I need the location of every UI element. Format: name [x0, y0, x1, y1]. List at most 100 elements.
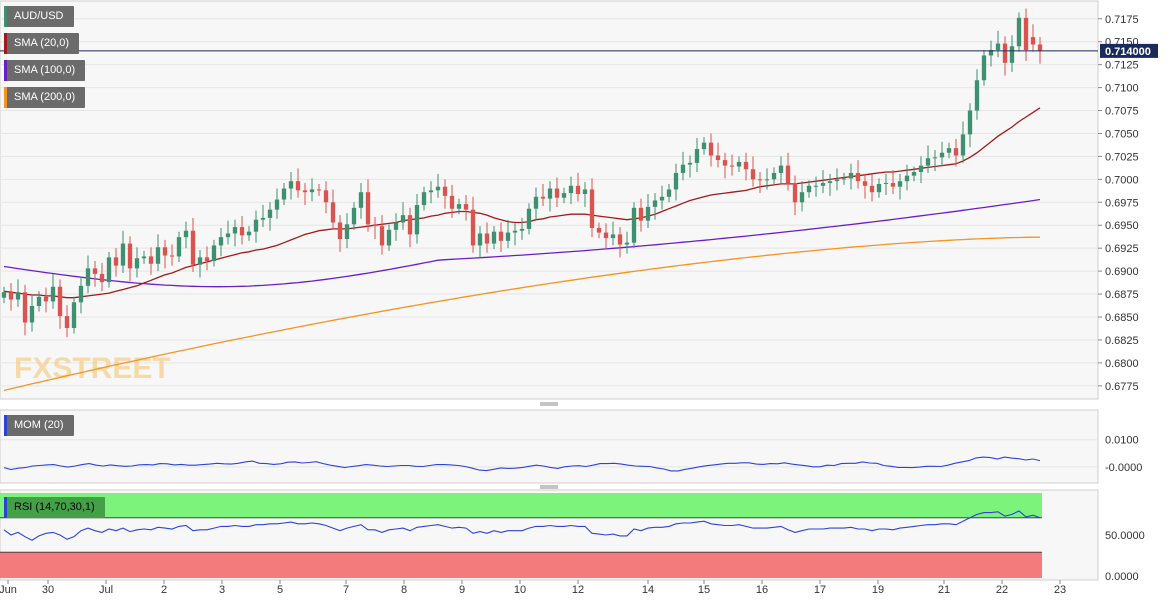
candle-body	[757, 179, 763, 181]
candle-body	[393, 222, 399, 230]
candle-body	[890, 183, 896, 187]
candle-body	[967, 110, 973, 135]
candle-body	[134, 258, 140, 269]
x-tick-label: 10	[514, 584, 526, 596]
candle-body	[498, 231, 504, 241]
candle-body	[344, 224, 350, 239]
candle-body	[939, 152, 945, 158]
candle-body	[561, 193, 567, 198]
sma100-line	[3, 198, 1041, 288]
candle-body	[372, 224, 378, 227]
candle-body	[281, 188, 287, 200]
x-tick-label: 8	[401, 584, 407, 596]
candle-body	[897, 181, 903, 187]
candle-body	[190, 230, 196, 265]
candle-body	[533, 196, 539, 209]
candle-body	[78, 285, 84, 303]
candle-body	[799, 192, 805, 203]
rsi-tick-label: 50.0000	[1105, 530, 1145, 542]
candle-body	[827, 181, 833, 184]
candle-body	[666, 189, 672, 197]
candle-body	[743, 161, 749, 170]
rsi-oversold-zone	[0, 552, 1042, 578]
mom-tick-label: 0.0100	[1105, 435, 1139, 447]
x-tick-label: 5	[277, 584, 283, 596]
candle-body	[400, 215, 406, 223]
rsi-overbought-zone	[0, 493, 1042, 518]
candle-body	[64, 316, 70, 329]
candle-body	[806, 185, 812, 193]
candle-body	[407, 215, 413, 235]
candle-body	[50, 286, 56, 302]
candle-body	[85, 268, 91, 286]
rsi-line	[3, 510, 1041, 541]
legend-rsi[interactable]: RSI (14,70,30,1)	[4, 497, 105, 518]
candle-body	[442, 186, 448, 196]
candle-body	[918, 165, 924, 173]
price-tick-label: 0.7000	[1105, 174, 1139, 186]
candle-body	[771, 172, 777, 180]
candle-body	[253, 219, 259, 232]
candle-body	[708, 142, 714, 156]
legend-mom[interactable]: MOM (20)	[4, 415, 74, 436]
candle-body	[960, 134, 966, 156]
candle-body	[477, 233, 483, 246]
price-panel	[0, 0, 1099, 400]
candle-body	[148, 256, 154, 264]
legend-rsi-label: RSI (14,70,30,1)	[14, 501, 95, 513]
x-tick-label: 23	[1054, 584, 1066, 596]
candle-body	[869, 185, 875, 193]
candle-body	[155, 247, 161, 264]
candle-body	[246, 231, 252, 236]
candle-body	[715, 155, 721, 161]
candle-body	[778, 165, 784, 173]
candle-body	[736, 161, 742, 167]
price-tick-label: 0.6775	[1105, 381, 1139, 393]
candle-body	[575, 185, 581, 195]
candle-body	[519, 228, 525, 231]
candle-body	[113, 257, 119, 266]
candle-body	[204, 257, 210, 262]
candle-body	[582, 189, 588, 195]
instrument-swatch	[4, 6, 7, 27]
mom-swatch	[4, 415, 7, 436]
candle-body	[568, 185, 574, 194]
candle-body	[29, 305, 35, 323]
legend-sma200-label: SMA (200,0)	[14, 91, 76, 103]
legend-sma20[interactable]: SMA (20,0)	[4, 33, 80, 54]
candle-body	[288, 181, 294, 189]
candle-body	[617, 234, 623, 245]
candle-body	[267, 209, 273, 218]
candle-body	[211, 245, 217, 262]
candle-body	[946, 148, 952, 153]
x-tick-label: 15	[698, 584, 710, 596]
candle-body	[239, 227, 245, 236]
price-tick-label: 0.7100	[1105, 83, 1139, 95]
candle-body	[1023, 17, 1029, 50]
candle-body	[414, 205, 420, 235]
candle-body	[162, 247, 168, 256]
candle-body	[673, 172, 679, 190]
candle-body	[365, 192, 371, 225]
mom-tick-label: -0.0000	[1105, 462, 1142, 474]
candle-body	[701, 142, 707, 150]
legend-instrument[interactable]: AUD/USD	[4, 6, 74, 27]
price-tick-label: 0.6875	[1105, 289, 1139, 301]
candle-body	[995, 43, 1001, 50]
legend-sma200[interactable]: SMA (200,0)	[4, 87, 86, 108]
candle-body	[729, 165, 735, 167]
candle-body	[680, 164, 686, 173]
candle-body	[57, 286, 63, 317]
candle-body	[43, 296, 49, 302]
price-tick-label: 0.6925	[1105, 243, 1139, 255]
candle-body	[176, 237, 182, 257]
price-tick-label: 0.6825	[1105, 335, 1139, 347]
candle-body	[421, 192, 427, 206]
legend-sma100[interactable]: SMA (100,0)	[4, 60, 86, 81]
candle-body	[15, 292, 21, 300]
candle-body	[988, 49, 994, 56]
legend-mom-label: MOM (20)	[14, 419, 64, 431]
legend-sma100-label: SMA (100,0)	[14, 64, 76, 76]
candle-body	[904, 175, 910, 182]
last-price-label: 0.714000	[1105, 46, 1151, 58]
